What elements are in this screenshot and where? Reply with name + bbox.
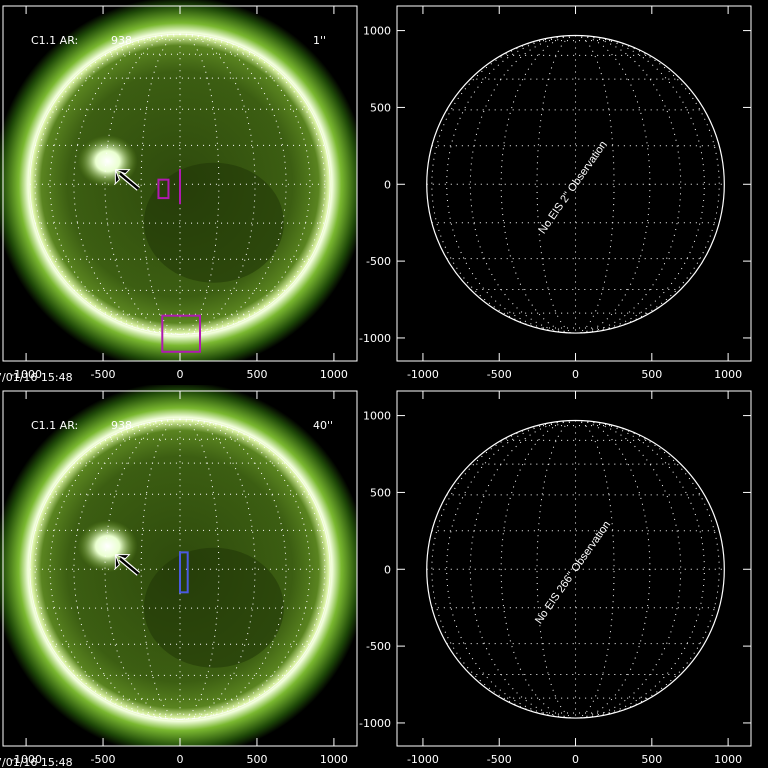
- arrow-head: [114, 169, 131, 185]
- x-tick-label: 1000: [714, 753, 742, 766]
- panel: C1.1 AR: 938 1'' 7/01/16 15:48-1000 -500 0 500…: [0, 0, 358, 384]
- longitude: [431, 419, 576, 719]
- label: C1.1 AR:: [31, 34, 78, 47]
- x-tick-label: -500: [91, 368, 116, 381]
- limb: [29, 33, 331, 335]
- x-tick-label: -500: [91, 753, 116, 766]
- longitude: [431, 34, 576, 334]
- longitude: [575, 34, 720, 334]
- y-tick-label: 1000: [363, 410, 391, 423]
- limb: [426, 419, 725, 719]
- y-tick-label: -1000: [359, 332, 391, 345]
- x-tick-label: 500: [246, 753, 267, 766]
- longitude: [575, 419, 615, 719]
- y-tick-label: -500: [366, 255, 391, 268]
- longitude: [575, 34, 651, 334]
- longitude: [536, 34, 576, 334]
- y-tick-label: 0: [384, 563, 391, 576]
- limb: [426, 34, 725, 334]
- frame: [396, 5, 752, 362]
- slit-label: 1'': [313, 34, 326, 47]
- x-tick-label: 0: [572, 753, 579, 766]
- limb: [29, 418, 331, 720]
- y-tick-label: 1000: [363, 25, 391, 38]
- x-tick-label: 1000: [320, 753, 348, 766]
- x-tick-label: 0: [177, 753, 184, 766]
- slit-label: 40'': [313, 419, 333, 432]
- longitude: [500, 419, 576, 719]
- dark-region: [143, 162, 284, 283]
- x-tick-label: 500: [641, 753, 662, 766]
- x-tick-label: 500: [246, 368, 267, 381]
- arrow: [119, 172, 140, 190]
- longitude: [575, 419, 720, 719]
- y-tick-label: 0: [384, 178, 391, 191]
- message: No EIS 2" Observation: [537, 139, 610, 236]
- sun-image: C1.1 AR: 938 40'': [0, 385, 357, 746]
- y-tick-label: -1000: [359, 717, 391, 730]
- region: 938: [111, 34, 132, 47]
- frame: [396, 390, 752, 747]
- arrow-head: [114, 554, 131, 570]
- x-tick-label: -500: [487, 753, 512, 766]
- panel: No EIS 2" Observation -1000 -500 0 500 1000 -1…: [359, 5, 752, 381]
- longitude: [575, 419, 651, 719]
- longitude: [575, 34, 615, 334]
- panel: No EIS 266" Observation -1000 -500 0 500 1000…: [359, 390, 752, 766]
- label: C1.1 AR:: [31, 419, 78, 432]
- sun-image: C1.1 AR: 938 1'': [0, 0, 357, 361]
- x-tick-label: -500: [487, 368, 512, 381]
- y-tick-label: 500: [370, 101, 391, 114]
- x-tick-label: 500: [641, 368, 662, 381]
- x-tick-label: 0: [572, 368, 579, 381]
- timestamp: 7/01/16 15:48: [0, 371, 73, 384]
- x-tick-label: -1000: [407, 368, 439, 381]
- raster-box: [157, 178, 170, 200]
- dark-region: [143, 547, 284, 668]
- timestamp: 7/01/16 15:48: [0, 756, 73, 768]
- longitude: [536, 419, 576, 719]
- longitude: [500, 34, 576, 334]
- panel: C1.1 AR: 938 40'' 7/01/16 15:48-1000 -500 0 50…: [0, 385, 358, 768]
- x-tick-label: -1000: [407, 753, 439, 766]
- x-tick-label: 0: [177, 368, 184, 381]
- x-tick-label: -1000: [10, 368, 42, 381]
- x-tick-label: 1000: [320, 368, 348, 381]
- region: 938: [111, 419, 132, 432]
- message: No EIS 266" Observation: [533, 519, 613, 626]
- x-tick-label: -1000: [10, 753, 42, 766]
- raster-box: [179, 551, 189, 594]
- arrow: [119, 557, 140, 575]
- y-tick-label: 500: [370, 486, 391, 499]
- y-tick-label: -500: [366, 640, 391, 653]
- x-tick-label: 1000: [714, 368, 742, 381]
- fov-box: [161, 314, 202, 353]
